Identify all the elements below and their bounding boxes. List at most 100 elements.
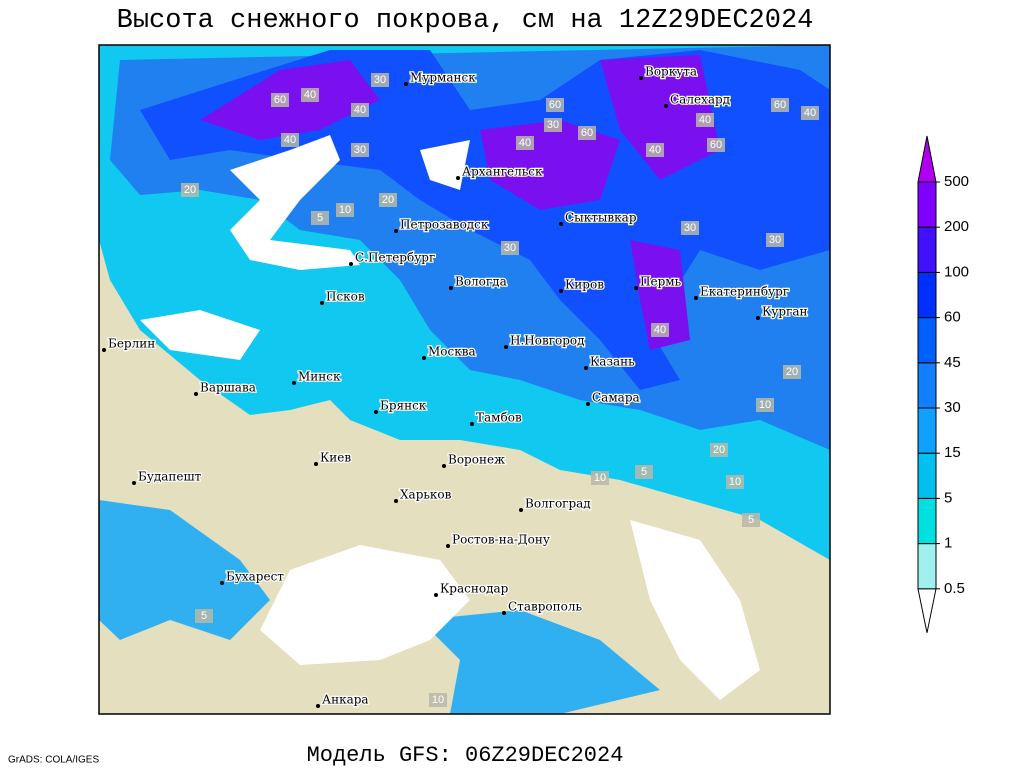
colorbar-label: 15: [944, 444, 961, 461]
colorbar-box: [917, 181, 937, 228]
contour-label: 10: [729, 476, 741, 488]
contour-label: 10: [432, 694, 444, 706]
colorbar-label: 500: [944, 173, 969, 190]
city-dot: [694, 296, 698, 300]
city-dot: [664, 104, 668, 108]
city-dot: [456, 176, 460, 180]
contour-label: 5: [748, 514, 754, 526]
contour-label-box: [501, 241, 519, 255]
contour-label: 40: [699, 114, 711, 126]
city-dot: [194, 392, 198, 396]
contour-label: 30: [769, 234, 781, 246]
city-label: Ставрополь: [508, 600, 582, 614]
city-label: Салехард: [670, 93, 730, 107]
city-label: Бухарест: [226, 570, 284, 584]
city-dot: [292, 381, 296, 385]
contour-label-box: [742, 513, 760, 527]
city-label: Харьков: [400, 488, 452, 502]
contour-label-box: [371, 73, 389, 87]
city-dot: [374, 410, 378, 414]
city-label: Архангельск: [462, 165, 543, 179]
contour-label: 30: [374, 74, 386, 86]
contour-label-box: [591, 471, 609, 485]
city-label: Казань: [590, 355, 635, 369]
contour-label-box: [771, 98, 789, 112]
contour-label: 5: [317, 212, 323, 224]
contour-label-box: [646, 143, 664, 157]
contour-label-box: [429, 693, 447, 707]
contour-label: 5: [641, 466, 647, 478]
city-dot: [132, 481, 136, 485]
colorbar-box: [917, 226, 937, 273]
contour-label-box: [544, 118, 562, 132]
model: Модель GFS: 06Z29DEC2024: [307, 743, 624, 768]
contour-label-box: [271, 93, 289, 107]
city-label: Вологда: [455, 275, 507, 289]
colorbar-label: 0.5: [944, 580, 965, 597]
city-label: Пермь: [640, 275, 682, 289]
contour-label: 5: [201, 610, 207, 622]
city-label: Воркута: [645, 65, 697, 79]
city-label: Минск: [298, 370, 341, 384]
city-label: Курган: [762, 305, 807, 319]
contour-label: 40: [284, 134, 296, 146]
snow-very-deep: [200, 55, 720, 350]
colorbar-box: [917, 407, 937, 454]
colorbar-box: [917, 497, 937, 545]
city-dot: [320, 301, 324, 305]
colorbar-box: [917, 543, 937, 590]
contour-label: 30: [354, 144, 366, 156]
colorbar-label: 5: [944, 489, 952, 506]
city-label: С.Петербург: [355, 251, 435, 265]
contour-label: 60: [581, 127, 593, 139]
contour-label: 40: [649, 144, 661, 156]
contour-label: 40: [354, 104, 366, 116]
colorbar-box: [917, 271, 937, 319]
colorbar-box: [917, 317, 937, 364]
colorbar-label: 60: [944, 309, 961, 326]
city-label: Екатеринбург: [700, 285, 789, 299]
contour-label: 60: [774, 99, 786, 111]
contour-label-box: [336, 203, 354, 217]
contour-label: 20: [713, 444, 725, 456]
cities: Мурманск Воркута Салехард Архангельск Сыктыв…: [102, 63, 809, 708]
contour-label: 30: [504, 242, 516, 254]
city-label: Псков: [326, 290, 365, 304]
city-dot: [634, 286, 638, 290]
contour-label-box: [546, 98, 564, 112]
contour-label-box: [651, 323, 669, 337]
contour-label: 40: [654, 324, 666, 336]
contour-label-box: [311, 211, 329, 225]
sea: [140, 135, 760, 700]
city-label: Москва: [428, 345, 476, 359]
contour-label-box: [756, 398, 774, 412]
contour-label-box: [801, 106, 819, 120]
city-dot: [220, 581, 224, 585]
city-dot: [470, 422, 474, 426]
contour-label-box: [281, 133, 299, 147]
contour-label-box: [301, 88, 319, 102]
colorbar-label: 45: [944, 354, 961, 371]
map-frame: [98, 44, 831, 715]
city-label: Киров: [565, 278, 604, 292]
contour-label-box: [766, 233, 784, 247]
city-dot: [584, 366, 588, 370]
contour-label: 10: [594, 472, 606, 484]
city-dot: [559, 222, 563, 226]
contour-label-box: [351, 143, 369, 157]
city-label: Мурманск: [410, 71, 476, 85]
city-label: Брянск: [380, 399, 427, 413]
city-label: Петрозаводск: [400, 218, 489, 232]
contour-label-box: [351, 103, 369, 117]
credit: GrADS: COLA/IGES: [8, 755, 99, 766]
contour-label-box: [181, 183, 199, 197]
city-label: Самара: [592, 391, 640, 405]
contour-label-box: [379, 193, 397, 207]
city-label: Сыктывкар: [565, 211, 637, 225]
city-dot: [314, 462, 318, 466]
contour-label: 60: [549, 99, 561, 111]
city-label: Варшава: [200, 381, 256, 395]
city-dot: [434, 593, 438, 597]
